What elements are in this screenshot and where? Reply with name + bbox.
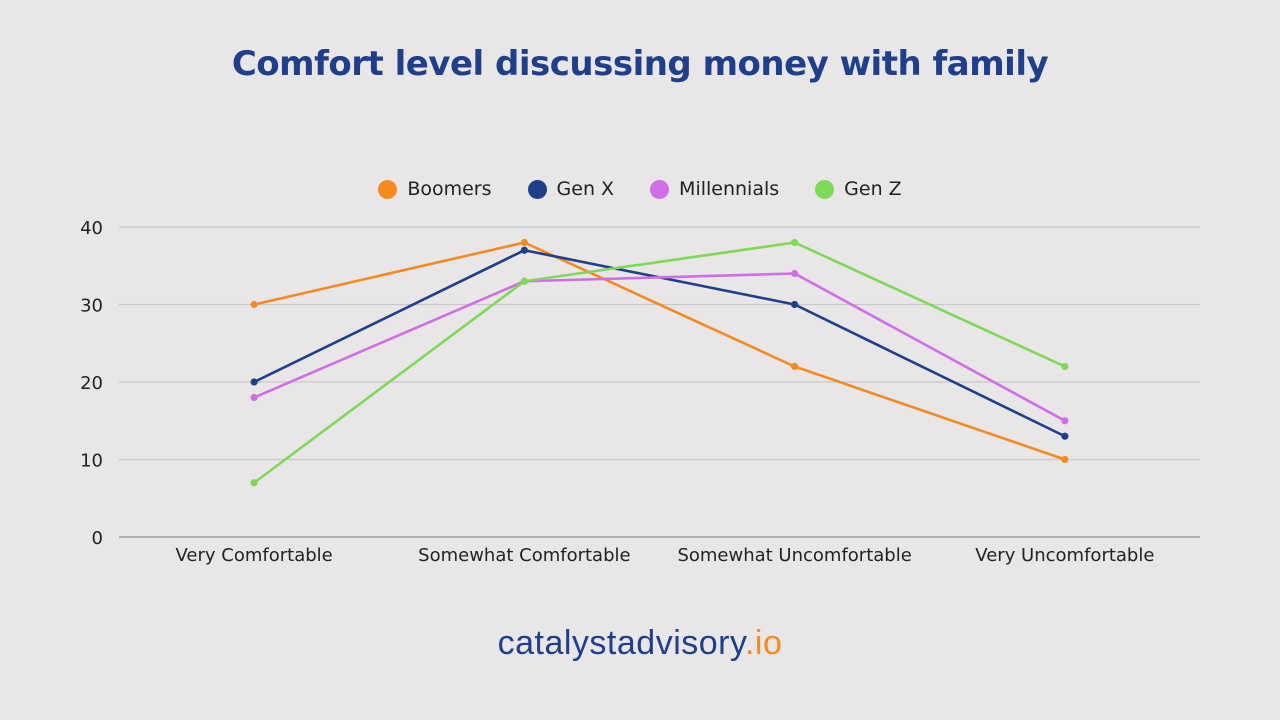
legend-item-millennials[interactable]: Millennials: [650, 178, 779, 200]
legend-item-gen-x[interactable]: Gen X: [527, 178, 615, 200]
brand-tld: .io: [744, 624, 783, 662]
data-point[interactable]: [520, 277, 528, 285]
x-tick-label: Very Comfortable: [176, 545, 333, 566]
data-point[interactable]: [520, 246, 528, 254]
legend-label: Millennials: [679, 178, 780, 200]
data-point[interactable]: [791, 269, 799, 278]
y-axis: 0 10 20 30 40: [80, 218, 103, 549]
brand-logo: catalystadvisory.io: [0, 624, 1280, 663]
series-millennials[interactable]: [250, 269, 1069, 425]
data-point[interactable]: [1061, 362, 1069, 371]
legend-label: Gen X: [556, 178, 615, 200]
legend-item-boomers[interactable]: Boomers: [378, 178, 492, 200]
series-line: [253, 272, 1066, 422]
x-tick-label: Somewhat Uncomfortable: [677, 545, 911, 566]
data-point[interactable]: [1061, 432, 1069, 440]
y-tick-label: 10: [80, 451, 103, 472]
x-tick-label: Very Uncomfortable: [975, 545, 1154, 566]
x-axis: Very Comfortable Somewhat Comfortable Some…: [176, 545, 1155, 566]
series-line: [253, 241, 1066, 484]
series-lines: [250, 238, 1069, 487]
series-gen-x[interactable]: [250, 246, 1069, 440]
gridlines: [119, 226, 1200, 538]
legend-dot-icon: [378, 179, 398, 199]
brand-name: catalystadvisory: [497, 624, 745, 662]
data-point[interactable]: [250, 393, 258, 402]
legend-dot-icon: [650, 179, 670, 199]
legend: Boomers Gen X Millennials Gen Z: [0, 178, 1280, 200]
series-gen-z[interactable]: [250, 238, 1069, 487]
data-point[interactable]: [250, 378, 258, 386]
legend-item-gen-z[interactable]: Gen Z: [815, 178, 902, 200]
data-point[interactable]: [250, 300, 258, 309]
chart-title: Comfort level discussing money with fami…: [231, 44, 1049, 84]
data-point[interactable]: [1061, 455, 1069, 464]
data-point[interactable]: [791, 362, 799, 371]
series-line: [253, 241, 1066, 461]
y-tick-label: 0: [92, 528, 103, 549]
data-point[interactable]: [520, 238, 528, 247]
series-boomers[interactable]: [250, 238, 1069, 464]
legend-dot-icon: [815, 179, 835, 199]
legend-label: Boomers: [407, 178, 492, 200]
y-tick-label: 40: [80, 218, 103, 239]
data-point[interactable]: [250, 479, 258, 487]
data-point[interactable]: [791, 238, 799, 247]
y-tick-label: 30: [80, 296, 103, 317]
data-point[interactable]: [1061, 417, 1069, 425]
y-tick-label: 20: [80, 373, 103, 394]
legend-dot-icon: [527, 179, 547, 199]
legend-label: Gen Z: [844, 178, 902, 200]
x-tick-label: Somewhat Comfortable: [418, 545, 630, 566]
data-point[interactable]: [791, 300, 799, 309]
